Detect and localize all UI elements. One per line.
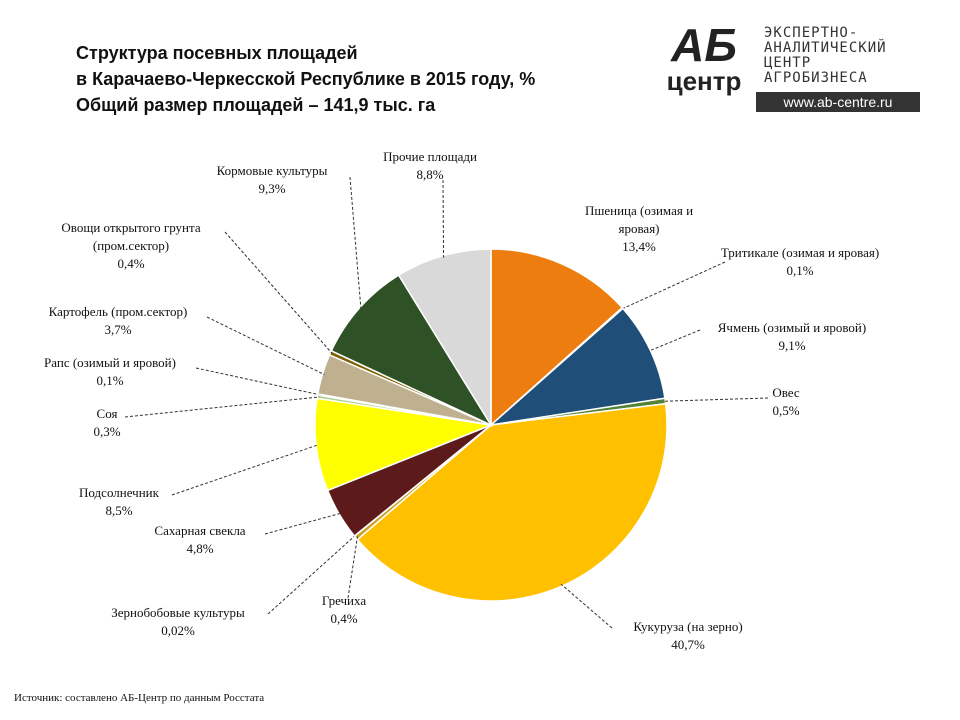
pie-slice <box>490 248 624 427</box>
slice-name: Кукуруза (на зерно) <box>633 619 743 634</box>
source-note: Источник: составлено АБ-Центр по данным … <box>14 692 265 704</box>
slice-value: 0,1% <box>96 373 124 388</box>
slice-label: Картофель (пром.сектор) 3,7% <box>23 303 213 339</box>
pie-slice <box>488 307 666 427</box>
slice-label: Соя 0,3% <box>77 405 137 441</box>
slice-value: 40,7% <box>671 637 705 652</box>
pie-slice <box>356 402 668 602</box>
slice-value: 0,02% <box>161 623 195 638</box>
logo-line: АГРОБИЗНЕСА <box>764 70 868 86</box>
slice-name: Пшеница (озимая и яровая) <box>584 203 694 236</box>
leader-line <box>171 444 319 496</box>
slice-name: Картофель (пром.сектор) <box>48 304 188 319</box>
slice-value: 8,5% <box>105 503 133 518</box>
logo-url: www.ab-centre.ru <box>756 92 920 112</box>
slice-name: Кормовые культуры <box>216 163 328 178</box>
slice-label: Кукуруза (на зерно) 40,7% <box>608 618 768 654</box>
leader-line <box>347 536 358 599</box>
slice-label: Зернобобовые культуры 0,02% <box>83 604 273 640</box>
logo-text: АБ <box>671 19 737 71</box>
logo-line: ЭКСПЕРТНО- <box>764 25 859 41</box>
slice-name: Овес <box>772 385 800 400</box>
leader-line <box>264 512 342 535</box>
leader-line <box>206 316 325 376</box>
slice-name: Соя <box>96 406 118 421</box>
slice-name: Гречиха <box>321 593 367 608</box>
leader-line <box>648 329 701 352</box>
leader-line <box>560 583 613 629</box>
pie-slice <box>330 274 493 427</box>
slice-label: Рапс (озимый и яровой) 0,1% <box>20 354 200 390</box>
slice-value: 0,3% <box>93 424 121 439</box>
leader-line <box>195 367 320 396</box>
logo-lines: ЭКСПЕРТНО- АНАЛИТИЧЕСКИЙ ЦЕНТР АГРОБИЗНЕ… <box>764 26 887 86</box>
slice-label: Прочие площади 8,8% <box>365 148 495 184</box>
slice-label: Сахарная свекла 4,8% <box>130 522 270 558</box>
slice-label: Ячмень (озимый и яровой) 9,1% <box>692 319 892 355</box>
slice-name: Прочие площади <box>383 149 477 164</box>
title-line: Структура посевных площадей <box>76 43 358 63</box>
slice-label: Пшеница (озимая и яровая) 13,4% <box>564 202 714 256</box>
slice-name: Тритикале (озимая и яровая) <box>720 245 880 260</box>
slice-value: 0,1% <box>786 263 814 278</box>
slice-name: Сахарная свекла <box>154 523 246 538</box>
slice-value: 0,4% <box>117 256 145 271</box>
slice-value: 9,1% <box>778 338 806 353</box>
slice-label: Гречиха 0,4% <box>304 592 384 628</box>
logo-line: АНАЛИТИЧЕСКИЙ <box>764 40 887 56</box>
leader-line <box>442 179 445 258</box>
leader-line <box>349 176 362 310</box>
logo-mark: АБ центр <box>660 22 748 94</box>
slice-label: Тритикале (озимая и яровая) 0,1% <box>720 244 880 280</box>
title-line: в Карачаево-Черкесской Республике в 2015… <box>76 69 536 89</box>
leader-line <box>124 396 320 418</box>
slice-value: 13,4% <box>622 239 656 254</box>
slice-value: 8,8% <box>416 167 444 182</box>
slice-value: 9,3% <box>258 181 286 196</box>
leader-line <box>224 231 333 355</box>
slice-name: Зернобобовые культуры <box>111 605 245 620</box>
leader-line <box>663 397 769 402</box>
logo-text: центр <box>666 66 742 96</box>
slice-name: Рапс (озимый и яровой) <box>44 355 176 370</box>
slice-value: 0,4% <box>330 611 358 626</box>
title-line: Общий размер площадей – 141,9 тыс. га <box>76 95 436 115</box>
logo-line: ЦЕНТР <box>764 55 812 71</box>
slice-name: Подсолнечник <box>79 485 159 500</box>
slice-label: Овес 0,5% <box>756 384 816 420</box>
pie-slice <box>397 248 492 428</box>
slice-name: Ячмень (озимый и яровой) <box>717 320 867 335</box>
slice-label: Кормовые культуры 9,3% <box>192 162 352 198</box>
slice-value: 3,7% <box>104 322 132 337</box>
slice-value: 4,8% <box>186 541 214 556</box>
slice-label: Овощи открытого грунта (пром.сектор) 0,4% <box>31 219 231 273</box>
slice-value: 0,5% <box>772 403 800 418</box>
leader-line <box>620 261 726 310</box>
chart-title: Структура посевных площадей в Карачаево-… <box>76 40 535 118</box>
slice-name: Овощи открытого грунта (пром.сектор) <box>61 220 201 253</box>
slice-label: Подсолнечник 8,5% <box>59 484 179 520</box>
